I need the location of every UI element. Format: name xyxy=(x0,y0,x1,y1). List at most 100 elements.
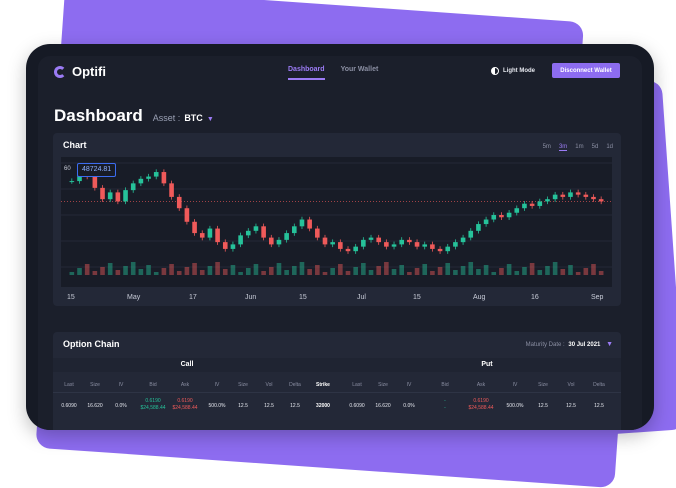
price-chart-svg xyxy=(61,162,612,275)
candle-body xyxy=(491,215,497,220)
theme-toggle-icon xyxy=(491,67,499,75)
candle-body xyxy=(338,242,343,249)
candle-body xyxy=(468,230,474,238)
volume-bar xyxy=(338,264,343,275)
candle-body xyxy=(199,233,205,238)
price-tag: 48724.81 xyxy=(77,163,117,177)
volume-bar xyxy=(307,269,312,275)
candle-body xyxy=(315,228,320,238)
timeframe-1d[interactable]: 1d xyxy=(606,144,613,150)
call-bid[interactable]: 0.6190 xyxy=(145,398,161,404)
volume-bar xyxy=(552,262,558,275)
asset-label: Asset : xyxy=(152,113,181,123)
timeframe-1m[interactable]: 1m xyxy=(575,144,584,150)
volume-bar xyxy=(92,271,98,275)
volume-bar xyxy=(545,266,550,275)
candle-body xyxy=(568,192,573,197)
call-size2[interactable]: 12.5 xyxy=(238,403,248,409)
candle-body xyxy=(276,239,282,245)
put-delta[interactable]: 12.5 xyxy=(594,403,604,409)
chart-card: Chart 5m 3m 1m 5d 1d 60 48724.81 15 May … xyxy=(53,133,621,306)
candle-body xyxy=(192,221,197,234)
chevron-down-icon[interactable]: ▼ xyxy=(206,116,214,123)
candle-body xyxy=(169,183,174,197)
volume-bar xyxy=(115,270,121,275)
volume-bar xyxy=(598,271,604,275)
maturity-date-selector[interactable]: Maturity Date : 30 Jul 2021 ▼ xyxy=(526,341,613,348)
light-mode-label: Light Mode xyxy=(503,68,535,74)
volume-bar xyxy=(361,263,366,275)
candle-body xyxy=(368,237,374,240)
column-header: Ask xyxy=(476,382,486,388)
chart-title: Chart xyxy=(63,140,87,150)
volume-bar xyxy=(537,270,543,275)
put-vol[interactable]: 12.5 xyxy=(566,403,576,409)
candle-body xyxy=(222,242,228,249)
call-size[interactable]: 16.620 xyxy=(87,403,103,409)
volume-bar xyxy=(222,269,228,275)
volume-bar xyxy=(84,264,90,275)
put-size2[interactable]: 12.5 xyxy=(538,403,548,409)
call-ask[interactable]: 0.6190 xyxy=(177,398,193,404)
call-put-header: Call Put xyxy=(53,358,621,372)
candle-body xyxy=(598,199,604,202)
put-last[interactable]: 0.6090 xyxy=(349,403,365,409)
volume-bar xyxy=(506,264,512,275)
candle-body xyxy=(529,203,535,206)
candle-body xyxy=(552,194,558,200)
volume-bar xyxy=(276,263,282,275)
candle-body xyxy=(522,203,527,209)
volume-bar xyxy=(376,266,381,275)
candle-body xyxy=(123,190,128,202)
column-header: IV xyxy=(118,382,124,388)
nav-your-wallet[interactable]: Your Wallet xyxy=(340,66,379,73)
volume-bar xyxy=(460,266,466,275)
candle-body xyxy=(130,183,136,191)
candle-body xyxy=(77,174,82,182)
candle-body xyxy=(537,201,543,206)
put-bid[interactable]: - xyxy=(444,398,446,404)
candle-body xyxy=(100,187,105,200)
put-iv[interactable]: 0.0% xyxy=(403,403,415,409)
volume-bar xyxy=(184,267,190,275)
candle-body xyxy=(506,212,512,218)
column-header: IV xyxy=(406,382,412,388)
put-size[interactable]: 16.620 xyxy=(375,403,391,409)
volume-bar xyxy=(407,272,412,275)
call-iv2[interactable]: 500.0% xyxy=(208,403,226,409)
strike-header: Strike xyxy=(316,382,330,388)
option-chain-card: Option Chain Maturity Date : 30 Jul 2021… xyxy=(53,332,621,430)
x-tick-label: 17 xyxy=(189,294,197,301)
volume-bar xyxy=(146,265,151,275)
candle-body xyxy=(453,242,458,247)
candle-body xyxy=(483,219,489,225)
call-delta[interactable]: 12.5 xyxy=(290,403,300,409)
nav-dashboard[interactable]: Dashboard xyxy=(288,66,325,80)
column-header: IV xyxy=(512,382,518,388)
call-last[interactable]: 0.6090 xyxy=(61,403,77,409)
volume-bar xyxy=(261,271,266,275)
light-mode-toggle[interactable]: Light Mode xyxy=(491,67,535,75)
put-ask[interactable]: 0.6190 xyxy=(473,398,489,404)
x-tick-label: 15 xyxy=(413,294,421,301)
call-iv[interactable]: 0.0% xyxy=(115,403,127,409)
logo[interactable]: Optifi xyxy=(54,64,106,79)
volume-bar xyxy=(384,262,389,275)
disconnect-wallet-button[interactable]: Disconnect Wallet xyxy=(552,63,620,78)
candle-body xyxy=(299,219,305,227)
volume-bar xyxy=(529,263,535,275)
table-divider xyxy=(53,392,621,393)
volume-bar xyxy=(583,268,589,275)
asset-selector-value[interactable]: BTC xyxy=(184,113,203,123)
price-chart[interactable]: 60 48724.81 15 May 17 Jun 15 Jul 15 Aug … xyxy=(61,157,612,301)
put-iv2[interactable]: 500.0% xyxy=(506,403,524,409)
app-screen: Optifi Dashboard Your Wallet Light Mode … xyxy=(38,56,642,430)
timeframe-3m[interactable]: 3m xyxy=(558,144,568,151)
candle-body xyxy=(230,244,236,249)
candle-body xyxy=(499,215,504,218)
timeframe-5d[interactable]: 5d xyxy=(591,144,599,150)
timeframe-5m[interactable]: 5m xyxy=(542,144,551,150)
column-header: Vol xyxy=(265,382,273,388)
candle-body xyxy=(261,226,266,238)
call-vol[interactable]: 12.5 xyxy=(264,403,274,409)
